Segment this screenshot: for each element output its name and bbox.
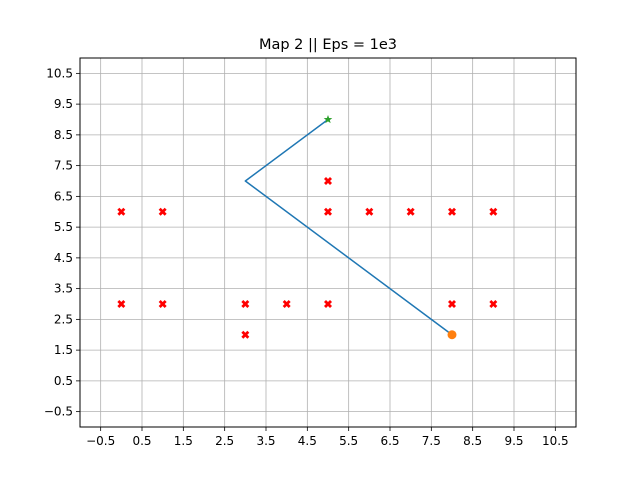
y-tick-label: 4.5: [54, 251, 73, 265]
obstacle-marker: [324, 300, 332, 308]
y-tick-label: 9.5: [54, 97, 73, 111]
obstacle-marker: [489, 300, 498, 308]
path-series: [244, 118, 453, 336]
x-tick-label: 4.5: [298, 434, 317, 448]
y-axis: −0.5 0.5 1.5 2.5 3.5 4.5 5.5 6.5 7.5 8.5 9.5 10.5: [44, 66, 80, 419]
obstacle-marker: [282, 300, 291, 308]
y-tick-label: 5.5: [54, 220, 73, 234]
y-tick-label: −0.5: [44, 405, 73, 419]
obstacle-marker: [241, 300, 250, 308]
x-tick-label: 8.5: [463, 434, 482, 448]
x-tick-label: −0.5: [86, 434, 115, 448]
obstacle-marker: [117, 300, 126, 308]
start-marker: [447, 330, 457, 340]
plot-frame: [79, 57, 577, 428]
x-tick-label: 9.5: [504, 434, 523, 448]
path-line: [244, 118, 453, 336]
grid: [80, 58, 576, 427]
y-tick-label: 6.5: [54, 189, 73, 203]
y-tick-label: 0.5: [54, 374, 73, 388]
x-tick-label: 0.5: [132, 434, 151, 448]
obstacle-marker: [117, 207, 126, 216]
x-axis: −0.5 0.5 1.5 2.5 3.5 4.5 5.5 6.5 7.5 8.5 9.5 10.5: [86, 427, 569, 448]
y-tick-label: 3.5: [54, 282, 73, 296]
obstacle-marker: [324, 177, 332, 185]
obstacle-marker: [448, 207, 456, 216]
obstacle-marker: [365, 207, 374, 216]
x-tick-label: 6.5: [380, 434, 399, 448]
x-tick-label: 5.5: [339, 434, 358, 448]
chart-title: Map 2 || Eps = 1e3: [259, 37, 397, 53]
x-tick-label: 7.5: [422, 434, 441, 448]
obstacle-marker: [489, 207, 498, 216]
y-tick-label: 10.5: [46, 66, 73, 80]
x-tick-label: 3.5: [256, 434, 275, 448]
y-tick-label: 7.5: [54, 159, 73, 173]
obstacle-marker: [158, 300, 167, 308]
x-tick-label: 2.5: [215, 434, 234, 448]
x-tick-label: 10.5: [542, 434, 569, 448]
x-tick-label: 1.5: [174, 434, 193, 448]
obstacle-marker: [158, 207, 167, 216]
obstacle-marker: [241, 330, 250, 339]
marker-series: [117, 115, 498, 340]
y-tick-label: 2.5: [54, 312, 73, 326]
y-tick-label: 1.5: [54, 343, 73, 357]
obstacle-marker: [448, 300, 456, 308]
y-tick-label: 8.5: [54, 128, 73, 142]
goal-marker: [323, 115, 333, 124]
obstacle-marker: [324, 207, 332, 216]
obstacle-marker: [406, 207, 415, 216]
